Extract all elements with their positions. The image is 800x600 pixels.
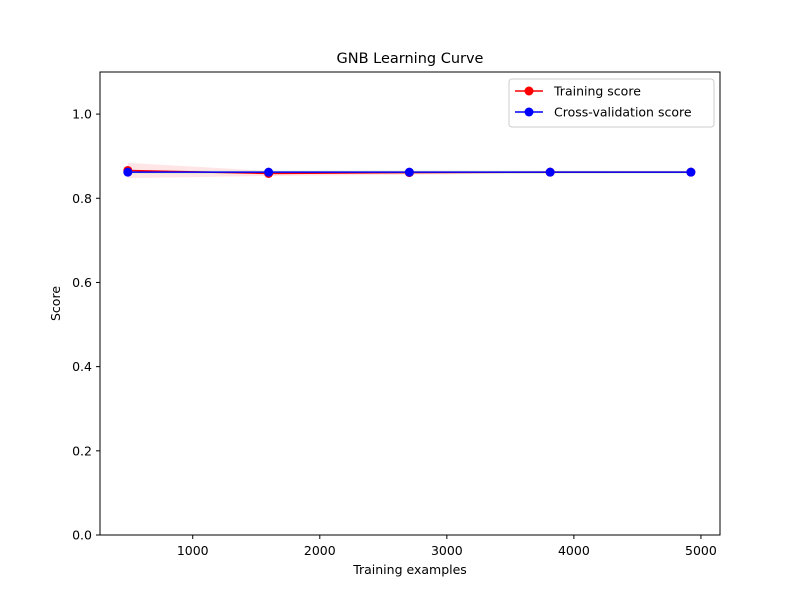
y-tick-label: 0.2 xyxy=(72,443,92,458)
cross-validation-score-point xyxy=(404,167,414,177)
cross-validation-score-point xyxy=(686,167,696,177)
x-tick-label: 5000 xyxy=(685,543,717,558)
y-tick-label: 0.8 xyxy=(72,191,92,206)
x-axis: 1000 2000 3000 4000 5000 xyxy=(177,535,717,558)
y-tick-label: 0.6 xyxy=(72,275,92,290)
legend: Training score Cross-validation score xyxy=(508,78,715,128)
y-tick-label: 1.0 xyxy=(72,107,92,122)
chart-title: GNB Learning Curve xyxy=(337,51,484,67)
x-axis-label: Training examples xyxy=(352,562,467,577)
plot-area-frame xyxy=(99,71,721,536)
cross-validation-score-point xyxy=(123,167,133,177)
y-tick-label: 0.4 xyxy=(72,359,92,374)
x-tick-label: 2000 xyxy=(304,543,336,558)
cross-validation-score-point xyxy=(545,167,555,177)
legend-training-score-label: Training score xyxy=(553,84,641,99)
y-axis: 0.0 0.2 0.4 0.6 0.8 1.0 xyxy=(72,107,100,543)
x-tick-label: 4000 xyxy=(558,543,590,558)
legend-cross-validation-score-label: Cross-validation score xyxy=(554,105,692,120)
cross-validation-score-point xyxy=(264,167,274,177)
legend-training-score-marker xyxy=(524,86,534,96)
y-axis-label: Score xyxy=(48,286,63,321)
y-tick-label: 0.0 xyxy=(72,528,92,543)
x-tick-label: 1000 xyxy=(177,543,209,558)
series-points xyxy=(123,165,696,178)
x-tick-label: 3000 xyxy=(431,543,463,558)
legend-box xyxy=(508,78,715,128)
legend-cross-validation-score-marker xyxy=(524,107,534,117)
